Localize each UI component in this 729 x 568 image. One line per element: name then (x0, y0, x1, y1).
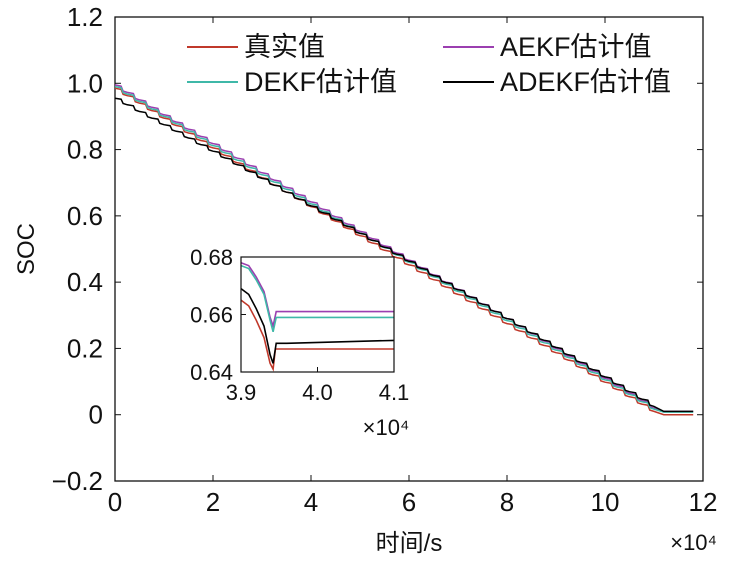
main-ticks-group: 0 2 4 6 8 10 12−0.200.20.40.60.81.01.2 (52, 2, 718, 517)
x-tick-label: 8 (500, 487, 514, 517)
y-tick-label: 1.0 (67, 68, 103, 98)
main-series-3-line (114, 97, 694, 413)
legend-label-aekf: AEKF估计值 (500, 32, 652, 62)
x-axis-title: 时间/s (376, 530, 443, 557)
legend-label-adekf: ADEKF估计值 (500, 67, 671, 97)
inset-series-2-line (240, 264, 394, 333)
x-tick-label: 4 (304, 487, 318, 517)
y-axis-title: SOC (13, 223, 40, 275)
x-tick-label: 6 (402, 487, 416, 517)
main-series-group (114, 84, 694, 416)
legend: 真实值 AEKF估计值 DEKF估计值 ADEKF估计值 (187, 32, 671, 97)
x-tick-label: 10 (591, 487, 620, 517)
main-series-0-line (114, 87, 694, 416)
inset-series-0-line (240, 299, 394, 372)
x-tick-label: 0 (108, 487, 122, 517)
y-tick-label: 0 (89, 400, 103, 430)
legend-label-dekf: DEKF估计值 (244, 67, 397, 97)
inset-x-axis-multiplier: ×10⁴ (363, 415, 410, 440)
inset-x-tick-label: 4.1 (379, 380, 410, 405)
inset-ticks-group: 3.9 4.0 4.1 0.64 0.66 0.68 (190, 245, 409, 405)
y-tick-label: −0.2 (52, 466, 103, 496)
x-axis-multiplier: ×10⁴ (670, 530, 717, 555)
y-tick-label: 0.6 (67, 201, 103, 231)
inset-y-tick-label: 0.66 (190, 303, 233, 328)
y-tick-label: 1.2 (67, 2, 103, 32)
x-tick-label: 2 (206, 487, 220, 517)
y-tick-label: 0.4 (67, 267, 103, 297)
legend-label-true-value: 真实值 (244, 32, 325, 62)
inset-x-tick-label: 4.0 (302, 380, 333, 405)
inset-y-tick-label: 0.64 (190, 360, 233, 385)
inset-series-group (240, 262, 395, 372)
inset-background (241, 257, 394, 372)
y-tick-label: 0.2 (67, 333, 103, 363)
inset-series-3-line (240, 287, 395, 364)
inset-y-tick-label: 0.68 (190, 245, 233, 270)
inset-x-tick-label: 3.9 (226, 380, 257, 405)
x-tick-label: 12 (689, 487, 718, 517)
y-tick-label: 0.8 (67, 135, 103, 165)
